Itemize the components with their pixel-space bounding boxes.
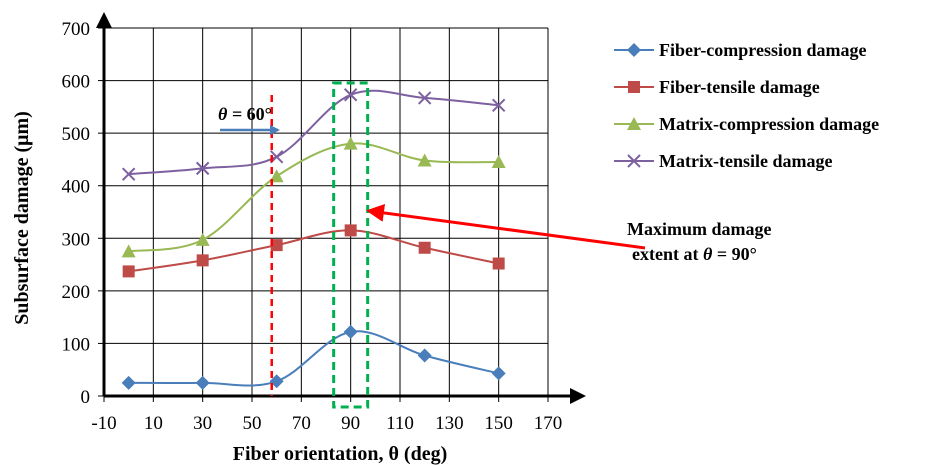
legend-item-4: Matrix-tensile damage [614,151,832,171]
data-point [343,88,358,102]
series-3 [121,136,506,258]
x-tick-label: 150 [484,413,513,434]
data-point [343,324,358,339]
series-layer [121,88,506,390]
x-tick-label: 90 [341,413,360,434]
x-axis-arrowhead [570,388,586,404]
data-point [491,155,506,169]
max-damage-label-line2: extent at θ = 90° [632,244,757,264]
gridlines [104,27,549,396]
max-damage-box [332,81,370,409]
x-tick-label: 110 [386,413,414,434]
series-1 [121,324,506,390]
data-point [491,98,506,112]
legend: Fiber-compression damage Fiber-tensile da… [614,40,879,171]
y-tick-label: 100 [62,334,91,355]
y-tick-label: 500 [62,124,91,145]
data-point [343,136,358,150]
data-point [491,366,506,381]
y-tick-label: 300 [62,229,91,250]
x-tick-label: 10 [144,413,163,434]
data-point [196,254,209,267]
data-point [344,224,357,237]
max-damage-label-line1: Maximum damage [627,219,771,239]
data-point [122,265,135,278]
data-point [269,169,284,183]
y-axis-title: Subsurface damage (μm) [11,111,33,325]
legend-marker [627,117,641,130]
legend-label: Matrix-tensile damage [659,151,832,171]
series-line [128,229,499,273]
x-marker-stroke [491,98,506,112]
data-point [195,375,210,390]
x-marker-stroke [343,88,358,102]
legend-label: Fiber-compression damage [659,40,866,60]
data-point [121,244,136,258]
y-tick-label: 700 [62,19,91,40]
y-axis-arrowhead [96,12,112,28]
x-tick-label: -10 [91,413,116,434]
tick-labels: -10 10 30 50 70 90 110 130 150 170 0 100 200 300 400 50… [62,19,563,434]
max-damage-arrow [366,203,646,250]
data-point [121,167,136,181]
y-tick-label: 200 [62,282,91,303]
legend-item-1: Fiber-compression damage [614,40,866,60]
data-point [270,239,283,252]
legend-marker [628,81,640,93]
x-marker-stroke [195,161,210,176]
series-line [128,89,499,176]
axes [96,12,586,404]
y-tick-label: 400 [62,177,91,198]
legend-label: Fiber-tensile damage [659,77,820,97]
x-axis-title: Fiber orientation, θ (deg) [233,443,447,465]
series-2 [122,224,505,278]
data-point [418,241,431,254]
data-point [121,375,136,390]
legend-item-3: Matrix-compression damage [614,114,879,134]
data-point [417,348,432,363]
data-point [492,257,505,270]
legend-marker [627,154,641,168]
x-tick-label: 70 [292,413,311,434]
data-point [269,374,284,389]
x-tick-label: 170 [534,413,563,434]
data-point [417,91,432,105]
series-4 [121,88,506,181]
annotations: θ = 60° Maximum damage extent at θ = 90° [218,81,771,409]
x-tick-label: 130 [435,413,464,434]
x-tick-label: 50 [243,413,262,434]
y-tick-label: 0 [81,387,91,408]
data-point [195,232,210,246]
y-tick-label: 600 [62,72,91,93]
x-marker-stroke [121,167,136,181]
x-marker-stroke [417,91,432,105]
legend-item-2: Fiber-tensile damage [614,77,820,97]
theta-60-label: θ = 60° [218,104,272,124]
series-line [128,330,499,387]
legend-marker [627,43,641,57]
data-point [417,153,432,167]
x-marker-stroke [627,154,641,168]
legend-label: Matrix-compression damage [659,114,879,134]
data-point [195,161,210,176]
x-tick-label: 30 [193,413,212,434]
